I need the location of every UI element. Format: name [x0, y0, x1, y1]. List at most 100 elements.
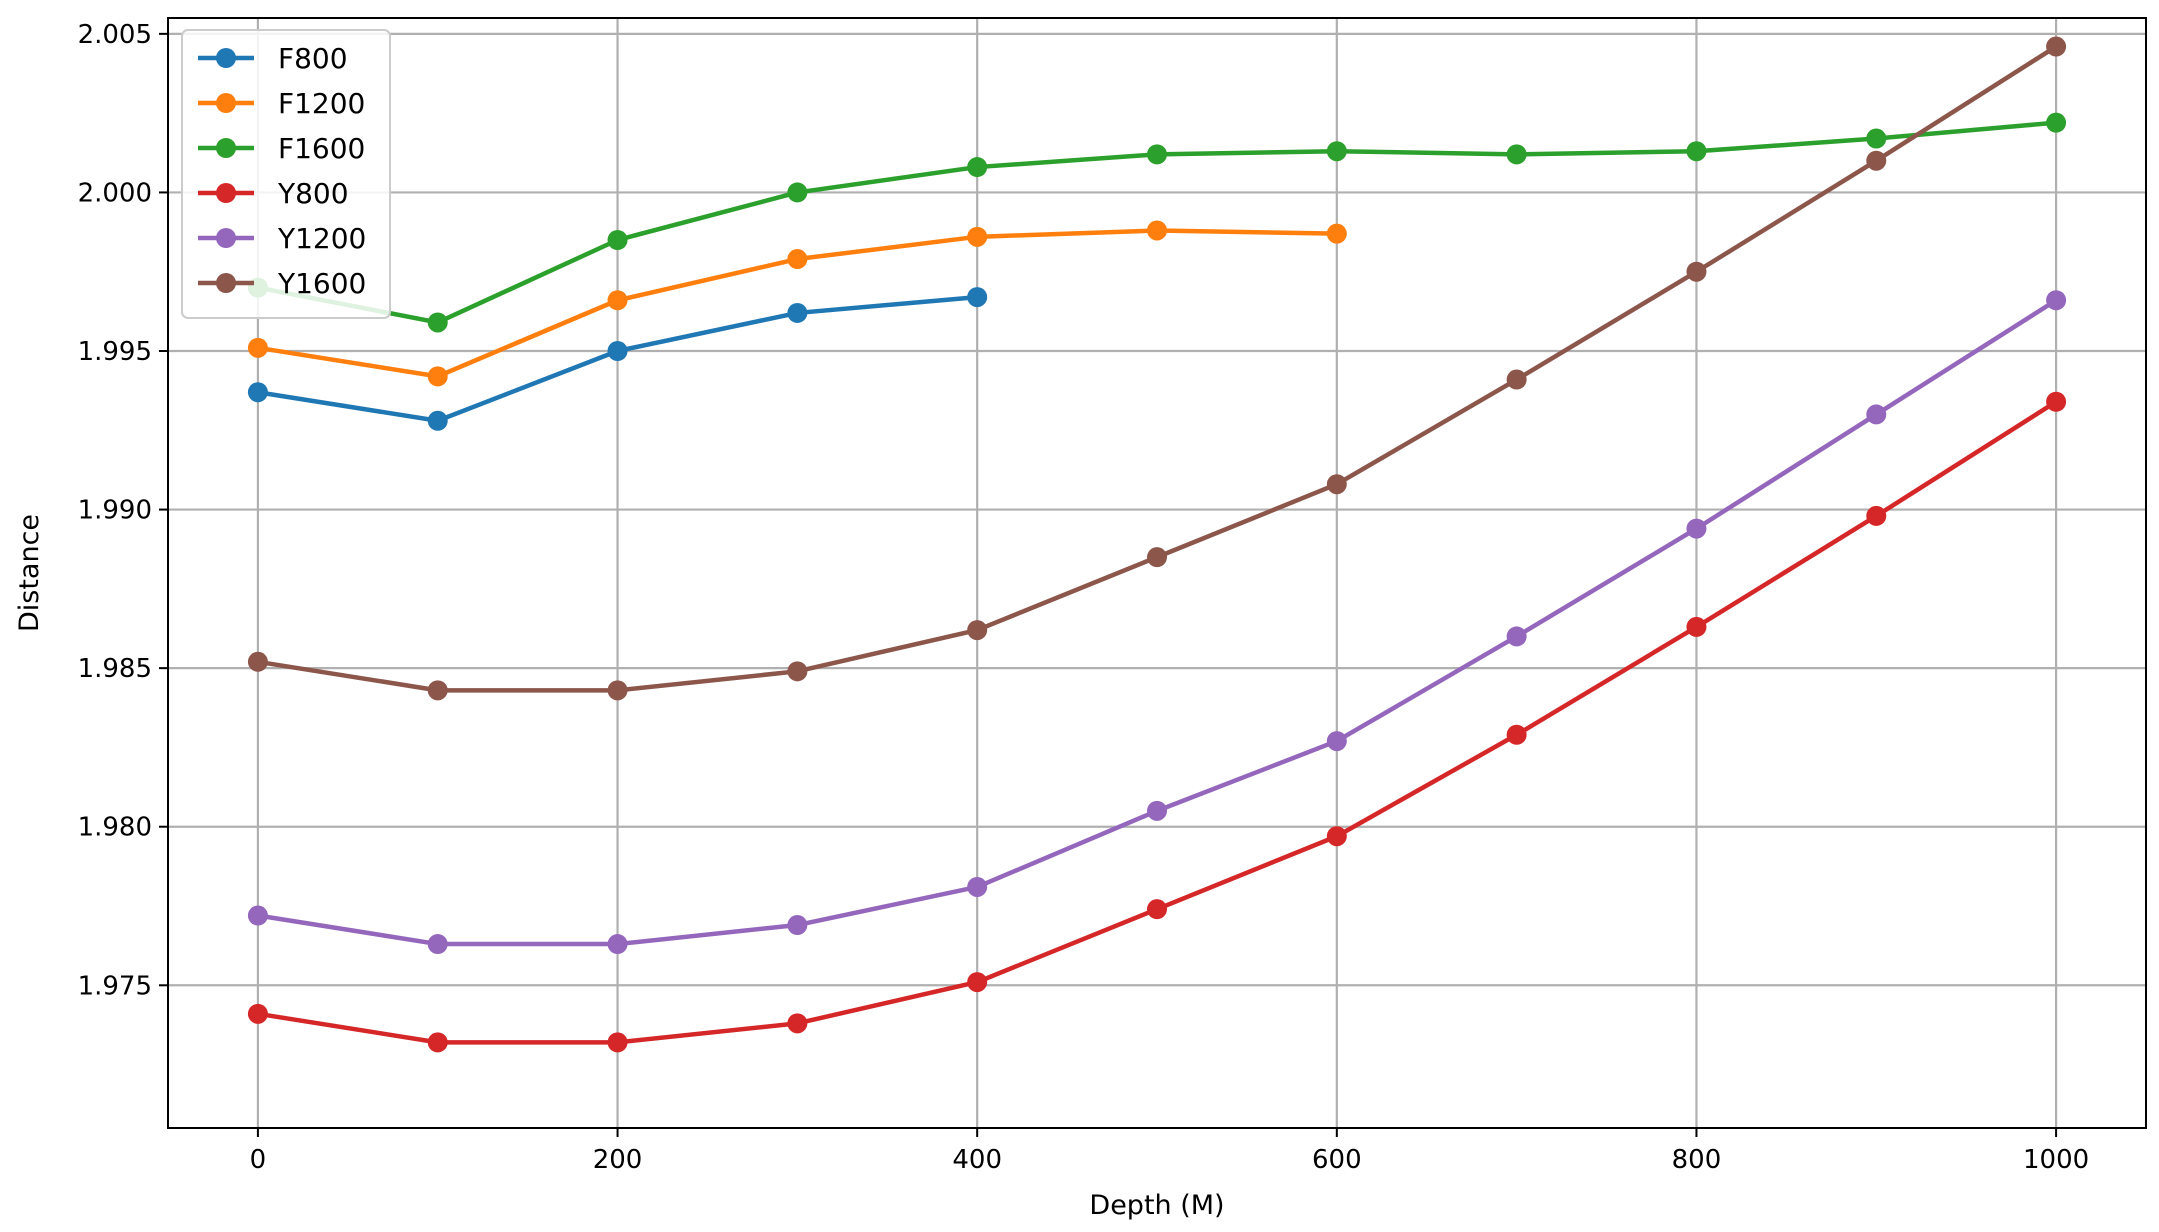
data-point [1506, 724, 1527, 745]
data-point [967, 226, 988, 247]
x-tick-label: 400 [952, 1145, 1002, 1175]
data-point [607, 934, 628, 955]
data-point [1866, 505, 1887, 526]
series-y1200 [247, 290, 2067, 955]
grid-layer [168, 18, 2146, 1128]
data-point [1686, 141, 1707, 162]
data-point [427, 366, 448, 387]
data-point [247, 382, 268, 403]
data-point [427, 312, 448, 333]
legend-marker [216, 138, 236, 158]
data-point [607, 341, 628, 361]
x-tick-label: 800 [1672, 1145, 1722, 1175]
data-point [967, 287, 988, 308]
data-point [1147, 144, 1167, 165]
data-point [1326, 223, 1347, 244]
legend-label: F1600 [278, 132, 365, 165]
data-point [787, 661, 808, 682]
data-point [1686, 518, 1707, 539]
data-point [967, 157, 988, 178]
data-point [1866, 404, 1887, 425]
y-tick-label: 1.995 [78, 337, 152, 367]
data-point [607, 680, 628, 701]
legend-marker [216, 183, 236, 203]
data-point [1326, 141, 1347, 162]
data-point [787, 249, 808, 270]
series-y800 [247, 391, 2067, 1053]
y-tick-label: 2.000 [78, 178, 152, 208]
data-point [1686, 261, 1707, 282]
data-point [427, 934, 448, 955]
legend-item: Y800 [198, 177, 349, 210]
series-f800 [247, 287, 988, 431]
data-point [1506, 144, 1527, 165]
legend-marker [216, 228, 236, 248]
legend-item: Y1600 [198, 267, 366, 300]
series-line [255, 298, 2059, 947]
data-point [1326, 826, 1347, 847]
x-axis-label: Depth (M) [1089, 1190, 1224, 1221]
x-tick-label: 600 [1312, 1145, 1362, 1175]
data-point [247, 1003, 268, 1024]
data-point [967, 972, 988, 993]
y-tick-label: 1.980 [78, 813, 152, 843]
series-f1600 [247, 112, 2067, 333]
x-tick-label: 0 [250, 1145, 267, 1175]
data-point [427, 680, 448, 701]
data-point [427, 410, 448, 431]
data-point [607, 230, 628, 250]
legend: F800 F1200 F1600 Y800 Y1200 Y1600 [181, 29, 391, 319]
data-point [1866, 150, 1887, 171]
legend-item: F1600 [198, 132, 365, 165]
data-point [967, 620, 988, 641]
data-point [1326, 474, 1347, 495]
data-point [1686, 616, 1707, 637]
data-point [1147, 899, 1167, 920]
data-point [427, 1032, 448, 1053]
y-axis-label: Distance [14, 514, 45, 632]
legend-label: F800 [278, 42, 348, 75]
x-tick-label: 1000 [2023, 1145, 2089, 1175]
legend-item: F1200 [198, 87, 365, 120]
legend-label: F1200 [278, 87, 365, 120]
y-tick-label: 1.975 [78, 971, 152, 1001]
data-point [1147, 800, 1167, 821]
series-f1200 [247, 220, 1347, 387]
data-point [1326, 731, 1347, 752]
data-point [2046, 36, 2067, 57]
legend-item: Y1200 [198, 222, 366, 255]
data-point [2046, 290, 2067, 311]
y-tick-label: 1.985 [78, 654, 152, 684]
plot-frame [167, 17, 2147, 1129]
legend-marker [216, 48, 236, 68]
data-point [2046, 391, 2067, 412]
data-point [1147, 220, 1167, 241]
data-point [787, 182, 808, 203]
legend-label: Y800 [277, 177, 349, 210]
series-layer [247, 36, 2067, 1053]
data-point [787, 302, 808, 323]
data-point [247, 651, 268, 672]
legend-marker [216, 93, 236, 113]
data-point [247, 337, 268, 358]
data-point [787, 915, 808, 936]
data-point [607, 290, 628, 311]
tick-layer: 0 200 400 600 800 1000 1.975 1.980 1.985 1.990 1.9… [78, 20, 2090, 1175]
legend-label: Y1600 [277, 267, 366, 300]
legend-marker [216, 273, 236, 293]
y-tick-label: 1.990 [78, 496, 152, 526]
data-point [1506, 626, 1527, 647]
series-y1600 [247, 36, 2067, 701]
data-point [1506, 369, 1527, 390]
data-point [2046, 112, 2067, 133]
data-point [787, 1013, 808, 1034]
x-tick-label: 200 [593, 1145, 643, 1175]
data-point [967, 876, 988, 897]
legend-label: Y1200 [277, 222, 366, 255]
data-point [247, 905, 268, 926]
data-point [1866, 128, 1887, 149]
y-tick-label: 2.005 [78, 20, 152, 50]
legend-item: F800 [198, 42, 348, 75]
